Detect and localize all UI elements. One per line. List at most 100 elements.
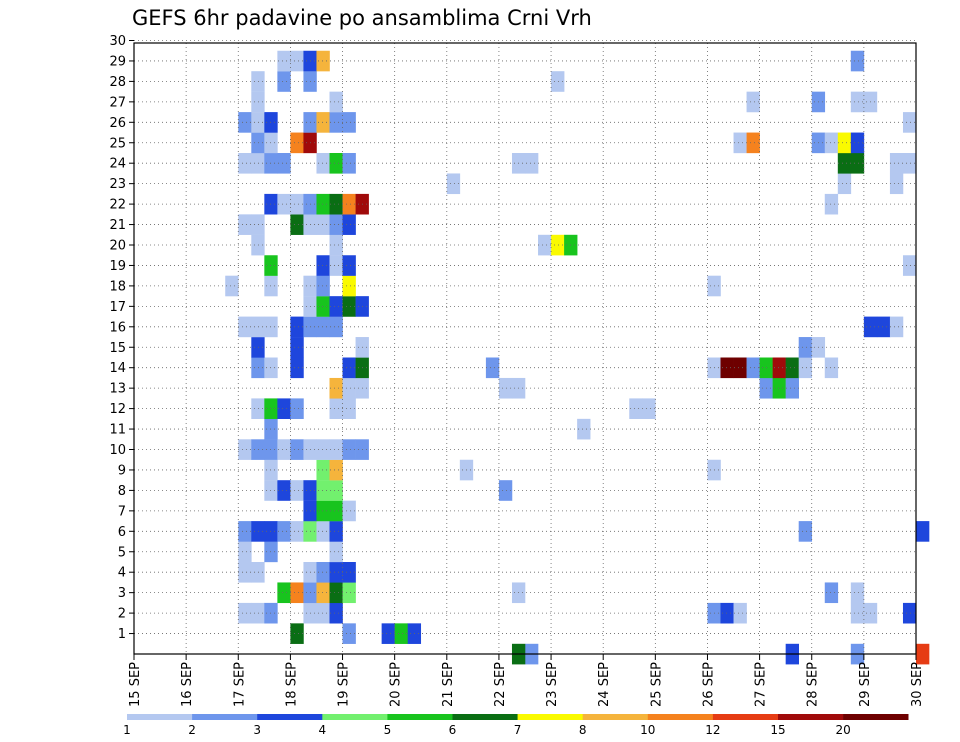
heatmap-cell [251, 521, 265, 542]
heatmap-cell [290, 623, 304, 644]
heatmap-cell [251, 91, 265, 113]
heatmap-cell [342, 582, 356, 604]
y-tick-label: 23 [109, 177, 126, 192]
heatmap-cell [238, 521, 252, 542]
heatmap-cell [329, 91, 343, 113]
heatmap-cell [381, 623, 395, 644]
heatmap-cells [225, 50, 930, 665]
heatmap-cell [316, 521, 330, 542]
heatmap-cell [329, 296, 343, 317]
colorbar-label: 6 [449, 723, 457, 737]
heatmap-cell [251, 234, 265, 256]
heatmap-cell [902, 112, 917, 133]
heatmap-cell [342, 357, 356, 379]
y-tick-label: 4 [118, 566, 126, 581]
heatmap-cell [251, 316, 265, 338]
y-tick-label: 22 [109, 198, 126, 213]
heatmap-cell [551, 234, 565, 256]
heatmap-cell [342, 439, 356, 460]
heatmap-cell [316, 439, 330, 460]
heatmap-cell [329, 541, 343, 563]
heatmap-cell [316, 112, 330, 133]
heatmap-cell [225, 275, 239, 297]
heatmap-cell [329, 255, 343, 276]
heatmap-cell [342, 398, 356, 419]
colorbar-swatch [127, 714, 193, 720]
colorbar-label: 4 [318, 723, 326, 737]
heatmap-cell [251, 562, 265, 583]
x-tick-label: 15 SEP [128, 662, 143, 707]
heatmap-cell [238, 562, 252, 583]
heatmap-cell [525, 153, 539, 174]
x-tick-label: 23 SEP [545, 662, 560, 707]
heatmap-cell [316, 500, 330, 522]
heatmap-cell [251, 337, 265, 358]
y-tick-label: 9 [118, 463, 126, 478]
colorbar-swatch [712, 714, 779, 720]
heatmap-cell [316, 193, 330, 215]
heatmap-cell [251, 398, 265, 419]
y-tick-label: 16 [109, 320, 126, 335]
heatmap-cell [772, 357, 786, 379]
heatmap-cell [798, 521, 813, 542]
x-tick-label: 21 SEP [441, 662, 456, 707]
heatmap-cell [498, 480, 513, 501]
y-axis: 1234567891011121314151617181920212223242… [109, 34, 134, 642]
y-tick-label: 20 [109, 239, 126, 254]
heatmap-cell [316, 296, 330, 317]
heatmap-cell [850, 602, 865, 624]
heatmap-cell [329, 112, 343, 133]
colorbar-swatch [192, 714, 258, 720]
heatmap-cell [251, 71, 265, 92]
heatmap-cell [316, 459, 330, 481]
x-tick-label: 25 SEP [649, 662, 664, 707]
heatmap-cell [290, 439, 304, 460]
heatmap-cell [251, 214, 265, 235]
heatmap-cell [824, 582, 839, 604]
heatmap-cell [290, 398, 304, 419]
x-axis: 15 SEP 16 SEP 17 SEP 18 SEP 19 SEP 20 SEP 21 S… [128, 654, 925, 707]
y-tick-label: 13 [109, 382, 126, 397]
heatmap-cell [251, 153, 265, 174]
colorbar-label: 12 [705, 723, 720, 737]
x-tick-label: 26 SEP [701, 662, 716, 707]
heatmap-cell [316, 480, 330, 501]
heatmap-cell [824, 193, 839, 215]
heatmap-cell [577, 418, 591, 440]
heatmap-cell [329, 500, 343, 522]
heatmap-cell [290, 337, 304, 358]
heatmap-cell [316, 316, 330, 338]
x-tick-label: 19 SEP [337, 662, 352, 707]
x-tick-label: 18 SEP [284, 662, 299, 707]
colorbar-label: 8 [579, 723, 587, 737]
colorbar-swatch [843, 714, 909, 720]
x-tick-label: 30 SEP [910, 662, 925, 707]
y-tick-label: 1 [118, 627, 126, 642]
heatmap-cell [290, 214, 304, 235]
y-tick-label: 7 [118, 504, 126, 519]
heatmap-cell [342, 112, 356, 133]
x-tick-label: 24 SEP [597, 662, 612, 707]
heatmap-cell [277, 439, 291, 460]
x-tick-label: 17 SEP [232, 662, 247, 707]
heatmap-cell [902, 255, 917, 276]
colorbar-swatch [647, 714, 714, 720]
heatmap-cell [733, 602, 747, 624]
heatmap-cell [394, 623, 408, 644]
heatmap-cell [916, 521, 930, 542]
y-tick-label: 30 [109, 34, 126, 49]
heatmap-cell [850, 582, 865, 604]
heatmap-cell [329, 193, 343, 215]
heatmap-cell [329, 459, 343, 481]
heatmap-cell [837, 173, 852, 195]
heatmap-cell [329, 439, 343, 460]
y-tick-label: 17 [109, 300, 126, 315]
y-tick-label: 28 [109, 75, 126, 90]
heatmap-cell [772, 377, 786, 399]
heatmap-cell [238, 602, 252, 624]
heatmap-cell [329, 153, 343, 174]
heatmap-cell [277, 193, 291, 215]
heatmap-cell [277, 50, 291, 72]
y-tick-label: 19 [109, 259, 126, 274]
x-tick-label: 16 SEP [180, 662, 195, 707]
